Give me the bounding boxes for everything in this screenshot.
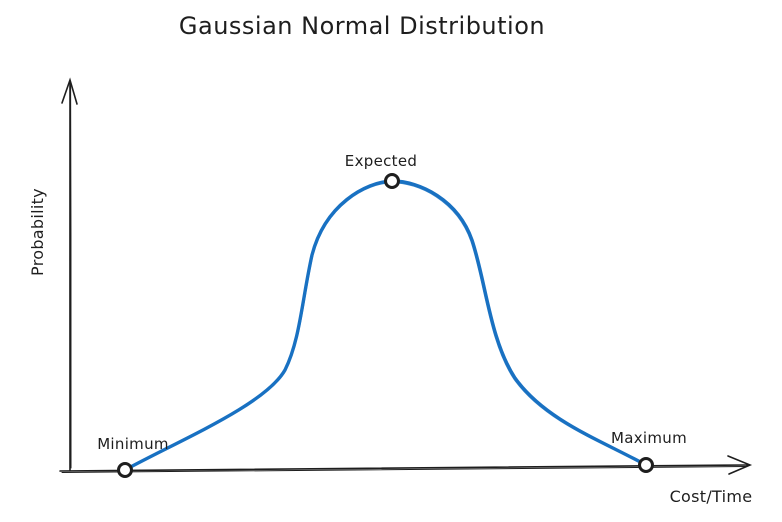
y-axis [61,77,78,471]
minimum-point-marker [117,462,133,478]
expected-point-marker [384,173,400,189]
y-axis-arrow-icon [61,77,78,105]
minimum-label: Minimum [97,435,169,453]
y-axis-label: Probability [28,188,47,276]
x-axis-label: Cost/Time [670,487,753,506]
expected-label: Expected [345,152,417,170]
diagram-title: Gaussian Normal Distribution [179,12,545,40]
x-axis-arrow-icon [727,455,753,475]
maximum-label: Maximum [611,429,687,447]
distribution-curve [123,179,648,472]
maximum-point-marker [638,457,654,473]
